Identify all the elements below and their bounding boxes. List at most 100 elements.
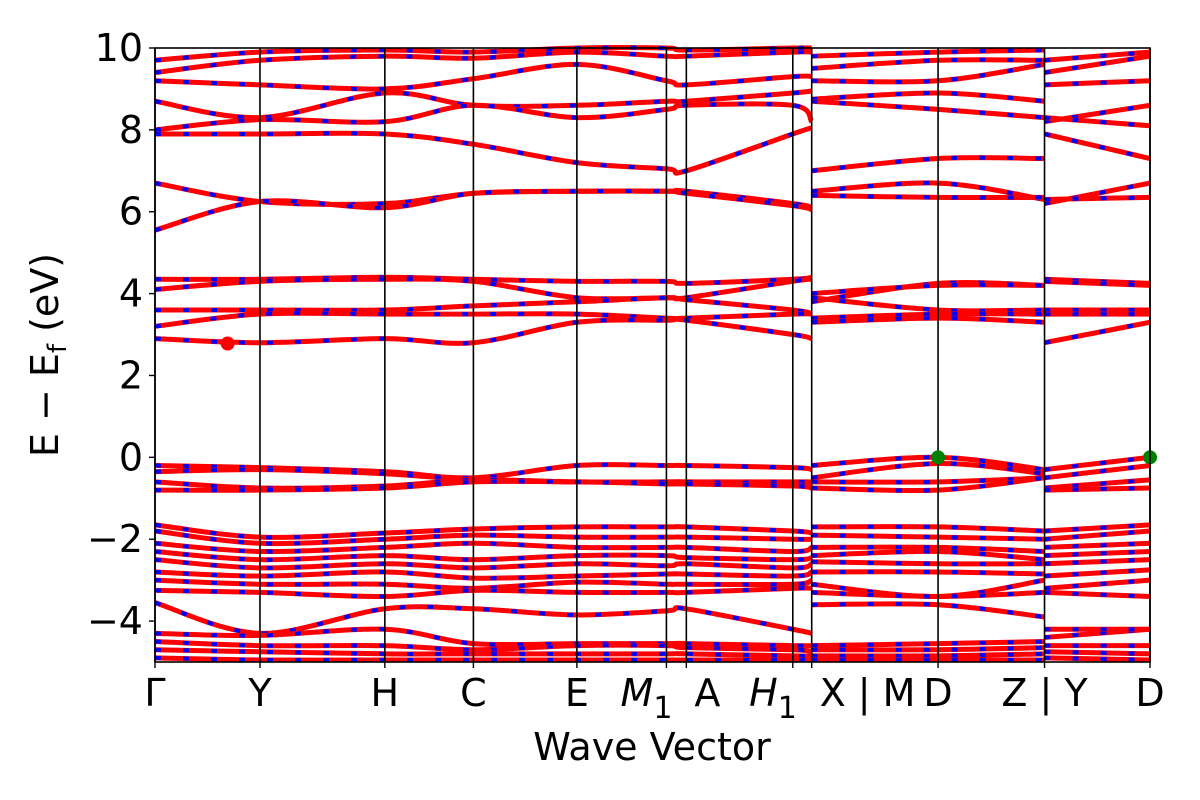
band-line [1044,485,1150,493]
band-line [1044,278,1150,288]
y-tick-label: 0 [119,435,143,479]
band-line [1044,522,1150,534]
band-line-dash [155,101,814,132]
band-line [155,88,813,121]
band-line [1044,649,1150,657]
band-line-dash [811,545,1045,554]
band-line-dash [155,639,813,654]
band-line-dash [811,559,1045,566]
band-line [1044,589,1150,600]
band-line-dash [155,578,813,591]
band-line-dash [155,277,812,301]
band-line-dash [811,99,1045,120]
band-line-dash [811,91,1045,104]
band-line-dash [155,541,813,554]
y-tick-label: 10 [95,26,143,70]
band-line-dash [155,647,812,659]
x-axis-label: Wave Vector [533,725,771,769]
band-line-dash [811,475,1045,485]
plot-frame [154,47,1151,663]
band-line [155,569,813,581]
band-line [155,600,813,636]
band-line-dash [811,62,1045,84]
band-line-dash [155,569,813,581]
y-axis-label: E − Ef (eV) [23,253,73,457]
band-line-dash [811,590,1045,599]
x-tick-label: Γ [144,671,165,715]
x-tick-label: M1 [621,671,673,726]
markers-layer [220,336,1157,465]
band-line [155,655,812,662]
band-line [1044,557,1150,567]
y-tick-label: 6 [119,190,143,234]
band-line-dash [811,57,1045,71]
band-line [155,125,813,176]
band-line [1043,131,1150,161]
x-tick-label: H1 [749,671,797,726]
band-line-dash [811,180,1045,202]
band-line [155,577,813,591]
band-line-dash [155,49,812,75]
x-tick-label: Z | Y [1001,671,1088,716]
x-tick-label: E [565,671,589,715]
y-axis: 10 8 6 4 2 0 −2 −4 [87,26,155,643]
band-line-dash [811,282,1045,296]
vbm-marker [931,450,946,465]
band-line [1044,115,1150,129]
band-line-dash [155,275,813,286]
band-line-dash [155,462,813,480]
band-line [1044,548,1150,559]
band-line [1044,463,1150,481]
band-line [1044,49,1150,63]
band-line-dash [155,557,813,570]
band-line-dash [811,48,1045,59]
x-tick-label: Y [247,671,272,715]
band-line-dash [811,569,1045,576]
x-tick-label: D [1135,671,1164,715]
band-line-dash [155,529,812,546]
band-line-dash [155,189,813,233]
band-line-dash [811,524,1045,534]
band-line-dash [155,522,813,540]
x-tick-label: X | M [820,671,916,716]
band-line-dash [811,578,1045,599]
band-line-dash [155,586,812,599]
band-line [1044,180,1150,207]
band-line-dash [811,639,1045,648]
y-tick-label: 4 [119,272,143,316]
band-line-dash [811,549,1045,562]
band-line-dash [811,155,1045,173]
band-line-dash [811,316,1045,325]
band-line-dash [155,317,813,346]
cbm-marker [220,336,235,351]
band-line-dash [155,295,813,317]
band-line-dash [811,475,1045,493]
band-line-dash [811,295,1045,313]
band-line [1044,540,1150,550]
band-line [155,61,812,92]
bands-layer [155,45,1150,662]
x-tick-label: C [460,671,487,715]
y-tick-label: 8 [119,108,143,152]
band-line-dash [155,62,812,92]
band-line [1044,577,1150,591]
band-line [155,585,812,600]
band-line [1044,567,1150,579]
band-line-dash [811,645,1045,652]
band-line-dash [811,651,1045,659]
band-line-dash [811,280,1045,304]
y-tick-label: −4 [87,599,143,643]
y-tick-label: 2 [119,353,143,397]
band-line [1044,528,1150,542]
band-line-dash [811,193,1045,200]
band-line [155,188,813,233]
kpoint-lines [154,48,1151,662]
band-line-dash [155,479,813,493]
y-tick-label: −2 [87,517,143,561]
x-tick-label: H [371,671,400,715]
band-line [1044,319,1150,346]
band-line [1044,655,1150,662]
band-line-dash [155,627,812,648]
band-line [1044,194,1150,202]
